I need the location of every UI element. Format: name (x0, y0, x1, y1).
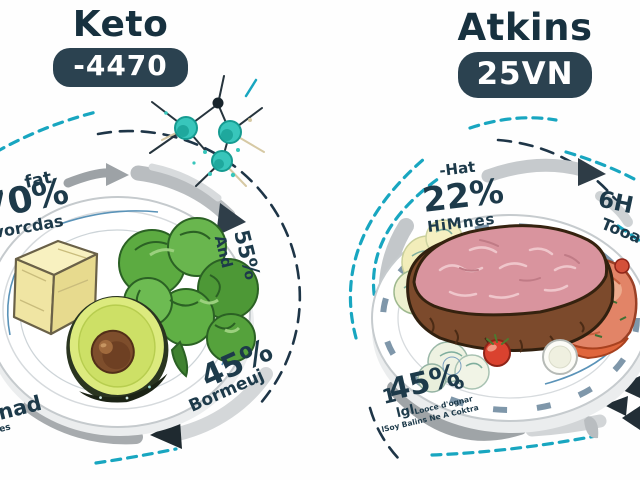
arrowhead-icon (216, 203, 246, 236)
avocado-half (66, 296, 169, 403)
atkins-teal-dashed-arcs (348, 116, 640, 457)
atkins-fat-word: -Hat (438, 158, 476, 180)
keto-diagram: fat 70% avorcdas 55% And 45% Bormeuj nad… (0, 78, 302, 465)
arrowhead-icon (604, 396, 628, 416)
atkins-labels: -Hat 22% HiMnes 6H Tooa 1 45% o lgl Looc… (380, 158, 640, 434)
keto-teal-dashed-arcs (0, 78, 258, 465)
steak (406, 224, 615, 353)
leafy-greens (118, 217, 259, 378)
keto-left-word: nad (0, 391, 44, 425)
atkins-bottom-suffix: o (451, 373, 466, 394)
keto-badge: -4470 (53, 48, 188, 87)
atkins-badge: 25VN (458, 52, 592, 99)
atkins-bottom-prefix: 1 (380, 382, 399, 409)
dip-cup (542, 339, 578, 375)
veggie-slices-bottom (417, 341, 490, 393)
atkins-header: Atkins 25VN (420, 6, 630, 99)
atkins-title: Atkins (457, 6, 593, 49)
keto-left-small: es (0, 422, 12, 434)
atkins-fat-percent: 22% (420, 171, 506, 221)
atkins-side-value: 6H (596, 186, 636, 219)
keto-navy-dashed-arc (96, 129, 302, 407)
keto-gray-arrow-band (23, 163, 273, 449)
atkins-bottom-word: lgl (395, 403, 416, 422)
atkins-navy-dashed-arcs (368, 138, 618, 460)
atkins-diagram: -Hat 22% HiMnes 6H Tooa 1 45% o lgl Looc… (348, 116, 640, 460)
molecule-icon (149, 75, 265, 187)
arrowhead-icon (106, 163, 129, 186)
butter-block (12, 239, 99, 336)
cherry-tomato (483, 334, 511, 367)
keto-header: Keto -4470 (18, 4, 223, 87)
arrowhead-icon (150, 420, 182, 449)
arrowhead-icon (622, 406, 640, 430)
arrowhead-icon (578, 158, 606, 186)
keto-title: Keto (72, 4, 169, 45)
